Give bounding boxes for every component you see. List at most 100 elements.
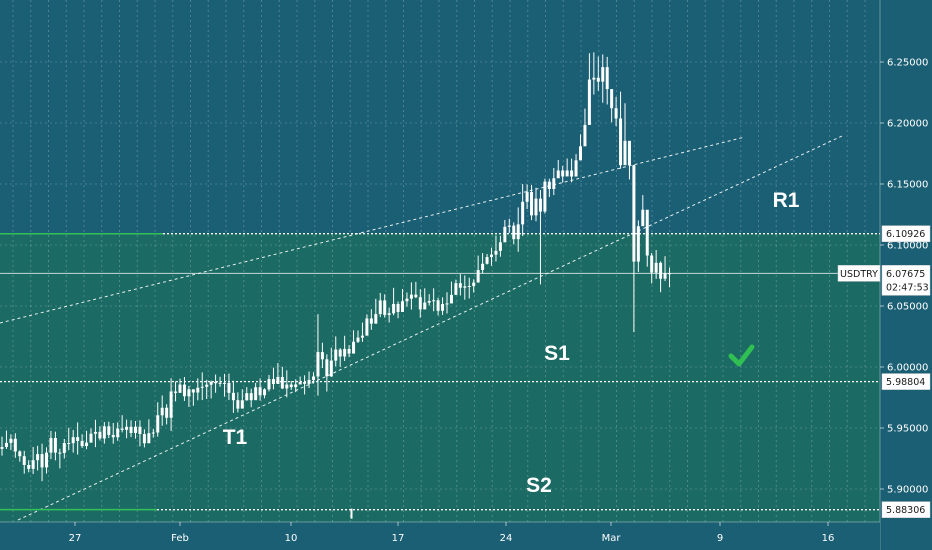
candle-body: [263, 389, 267, 396]
candle-body: [58, 452, 62, 454]
candle-body: [387, 313, 391, 315]
candle-body: [240, 400, 244, 409]
candle-body: [147, 433, 151, 444]
candle: [307, 371, 311, 388]
candle: [659, 261, 663, 293]
candle: [365, 314, 369, 336]
candle: [574, 154, 578, 177]
candle: [236, 392, 240, 413]
candle-body: [627, 140, 631, 166]
symbol-tag-text: USDTRY: [840, 269, 878, 280]
candle-body: [583, 124, 587, 147]
candle-body: [636, 226, 640, 262]
candle-body: [423, 302, 427, 310]
candle-body: [645, 209, 649, 256]
candle: [93, 419, 97, 448]
candle: [196, 378, 200, 401]
candle: [191, 389, 195, 406]
candle: [432, 288, 436, 312]
symbol-tag: [837, 265, 881, 282]
candle-body: [356, 337, 360, 342]
candle: [641, 195, 645, 227]
candle: [205, 379, 209, 399]
candle: [254, 382, 258, 401]
candle: [458, 274, 462, 296]
candle: [303, 375, 307, 395]
candle-body: [134, 426, 137, 434]
candle: [619, 91, 623, 169]
candle-body: [151, 432, 155, 434]
candle: [423, 288, 427, 310]
candle-body: [169, 391, 173, 418]
candle-body: [654, 262, 658, 273]
candle: [267, 375, 271, 392]
candle: [45, 447, 48, 474]
candle-body: [285, 384, 289, 389]
candle-body: [383, 300, 387, 315]
s1-label: S1: [544, 342, 570, 365]
candle-body: [71, 437, 75, 444]
candle: [587, 53, 591, 125]
candle: [347, 345, 351, 358]
candle-body: [53, 438, 57, 453]
candle-body: [62, 443, 66, 454]
candle-body: [534, 198, 538, 216]
candle-body: [18, 451, 22, 457]
candle: [4, 430, 8, 449]
candle-body: [98, 431, 102, 439]
candle: [636, 220, 640, 272]
candle: [490, 247, 493, 266]
candle: [556, 159, 560, 179]
candle: [240, 389, 244, 409]
candle-body: [565, 170, 569, 177]
candle: [138, 420, 142, 447]
candle: [418, 289, 422, 318]
candle-body: [316, 352, 320, 377]
candle-body: [209, 381, 213, 385]
candle: [369, 309, 373, 330]
candle: [200, 372, 204, 401]
candle-body: [623, 140, 627, 166]
candle: [27, 460, 31, 473]
candle-body: [405, 298, 409, 302]
candle-body: [596, 77, 600, 82]
candle-body: [619, 118, 623, 166]
candle-body: [378, 300, 382, 315]
candle: [289, 380, 293, 390]
candle: [214, 374, 218, 393]
candle: [427, 294, 431, 306]
candle-body: [174, 391, 178, 393]
candle: [485, 254, 489, 265]
candle-body: [116, 428, 120, 438]
candle: [601, 54, 605, 103]
candle-body: [352, 341, 356, 354]
candle-body: [463, 286, 467, 288]
candle-body: [276, 377, 280, 384]
x-tick-label: 24: [500, 533, 513, 544]
candle: [338, 348, 342, 367]
candle: [467, 277, 471, 299]
candle: [142, 429, 146, 448]
candle-body: [67, 443, 71, 445]
candle: [343, 335, 347, 362]
candle-body: [289, 384, 293, 388]
candle-body: [165, 407, 169, 418]
candle: [271, 367, 275, 390]
candle: [325, 354, 329, 392]
candle-body: [650, 255, 654, 273]
candle-body: [0, 447, 4, 449]
checkmark-icon: [728, 344, 755, 367]
candle: [538, 189, 542, 285]
candle-body: [49, 438, 53, 453]
candle: [392, 287, 396, 316]
candle: [476, 255, 480, 283]
candle: [614, 96, 618, 127]
candle: [530, 184, 534, 221]
s2-price-tag-text: 5.88306: [886, 505, 925, 516]
candle: [356, 330, 360, 343]
candle-body: [490, 254, 493, 258]
candle-body: [31, 460, 35, 469]
s1-price-tag: [881, 373, 931, 390]
